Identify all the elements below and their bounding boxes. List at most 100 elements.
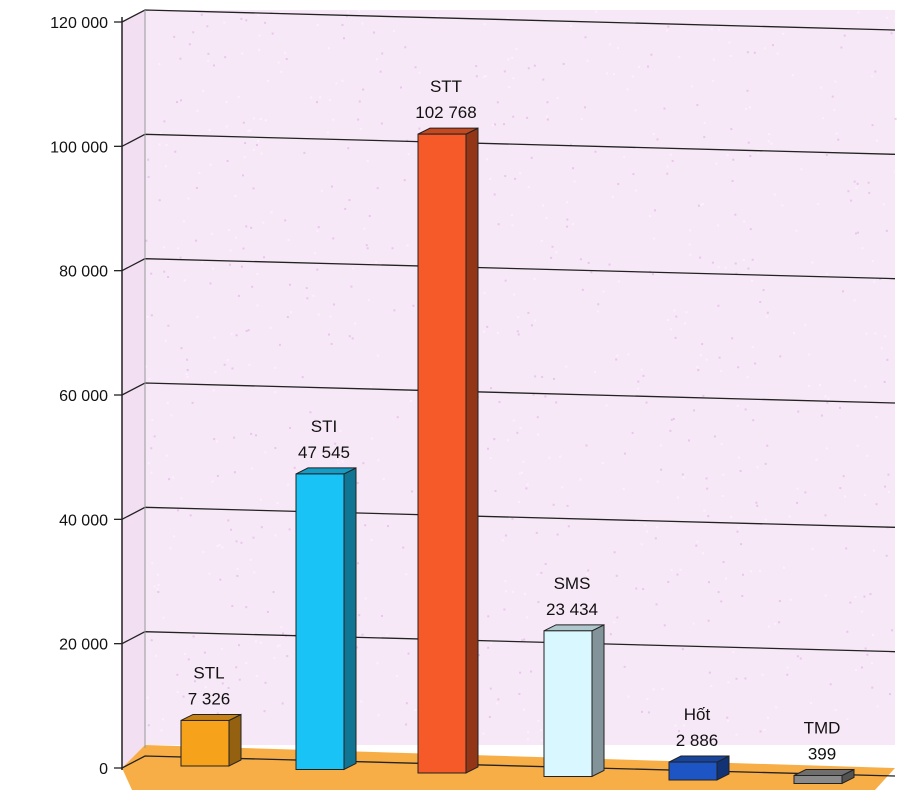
- wall-texture-dot: [231, 367, 234, 370]
- wall-texture-dot: [642, 374, 645, 377]
- wall-texture-dot: [669, 429, 672, 432]
- wall-texture-dot: [242, 121, 245, 124]
- wall-texture-dot: [786, 673, 789, 676]
- wall-texture-dot: [247, 329, 250, 332]
- wall-texture-dot: [750, 280, 753, 283]
- wall-texture-dot: [320, 189, 323, 192]
- wall-texture-dot: [837, 138, 840, 141]
- wall-texture-dot: [542, 78, 545, 81]
- wall-texture-dot: [533, 64, 536, 67]
- wall-texture-dot: [565, 365, 568, 368]
- wall-texture-dot: [726, 716, 729, 719]
- wall-texture-dot: [377, 459, 380, 462]
- wall-texture-dot: [854, 232, 857, 235]
- wall-texture-dot: [158, 63, 161, 66]
- wall-texture-dot: [493, 438, 496, 441]
- wall-texture-dot: [159, 132, 162, 135]
- wall-texture-dot: [211, 480, 214, 483]
- wall-texture-dot: [270, 211, 273, 214]
- wall-texture-dot: [822, 117, 825, 120]
- wall-texture-dot: [259, 117, 262, 120]
- wall-texture-dot: [176, 509, 179, 512]
- wall-texture-dot: [316, 23, 319, 26]
- wall-texture-dot: [508, 85, 511, 88]
- wall-texture-dot: [255, 144, 258, 147]
- wall-texture-dot: [626, 88, 629, 91]
- wall-texture-dot: [677, 496, 680, 499]
- wall-texture-dot: [511, 224, 514, 227]
- wall-texture-dot: [850, 199, 853, 202]
- wall-texture-dot: [487, 646, 490, 649]
- wall-texture-dot: [521, 639, 524, 642]
- bar-category-label: Hốt: [684, 705, 711, 724]
- wall-texture-dot: [853, 180, 856, 183]
- wall-texture-dot: [695, 544, 698, 547]
- wall-texture-dot: [252, 148, 255, 151]
- wall-texture-dot: [176, 673, 179, 676]
- wall-texture-dot: [729, 54, 732, 57]
- wall-texture-dot: [843, 34, 846, 37]
- wall-texture-dot: [757, 151, 760, 154]
- wall-texture-dot: [507, 58, 510, 61]
- wall-texture-dot: [157, 583, 160, 586]
- wall-texture-dot: [361, 633, 364, 636]
- wall-texture-dot: [854, 595, 857, 598]
- wall-texture-dot: [276, 502, 279, 505]
- wall-texture-dot: [209, 282, 212, 285]
- wall-texture-dot: [241, 52, 244, 55]
- wall-texture-dot: [155, 654, 158, 657]
- wall-texture-dot: [687, 439, 690, 442]
- wall-texture-dot: [703, 121, 706, 124]
- wall-texture-dot: [327, 47, 330, 50]
- wall-texture-dot: [699, 256, 702, 259]
- wall-texture-dot: [189, 514, 192, 517]
- wall-texture-dot: [541, 630, 544, 633]
- wall-texture-dot: [623, 156, 626, 159]
- wall-texture-dot: [494, 123, 497, 126]
- wall-texture-dot: [778, 621, 781, 624]
- wall-texture-dot: [834, 709, 837, 712]
- wall-texture-dot: [752, 419, 755, 422]
- wall-texture-dot: [546, 101, 549, 104]
- wall-texture-dot: [301, 376, 304, 379]
- wall-texture-dot: [855, 186, 858, 189]
- wall-texture-dot: [407, 390, 410, 393]
- wall-texture-dot: [688, 243, 691, 246]
- wall-texture-dot: [672, 417, 675, 420]
- wall-texture-dot: [663, 624, 666, 627]
- wall-texture-dot: [779, 355, 782, 358]
- wall-texture-dot: [606, 72, 609, 75]
- wall-texture-dot: [825, 447, 828, 450]
- wall-texture-dot: [475, 75, 478, 78]
- wall-texture-dot: [175, 101, 178, 104]
- wall-texture-dot: [147, 158, 150, 161]
- wall-texture-dot: [683, 724, 686, 727]
- wall-texture-dot: [697, 369, 700, 372]
- bar-stl: [180, 719, 230, 767]
- wall-texture-dot: [264, 119, 267, 122]
- wall-texture-dot: [350, 285, 353, 288]
- wall-texture-dot: [412, 304, 415, 307]
- wall-texture-dot: [216, 474, 219, 477]
- wall-texture-dot: [569, 143, 572, 146]
- wall-texture-dot: [362, 462, 365, 465]
- bar-stl-side: [228, 713, 242, 767]
- wall-texture-dot: [310, 96, 313, 99]
- wall-texture-dot: [527, 67, 530, 70]
- wall-texture-dot: [153, 435, 156, 438]
- wall-texture-dot: [315, 422, 318, 425]
- wall-texture-dot: [305, 287, 308, 290]
- wall-texture-dot: [647, 711, 650, 714]
- wall-texture-dot: [233, 436, 236, 439]
- wall-texture-dot: [273, 657, 276, 660]
- wall-texture-dot: [703, 509, 706, 512]
- wall-texture-dot: [536, 573, 539, 576]
- wall-texture-dot: [356, 646, 359, 649]
- wall-texture-dot: [490, 387, 493, 390]
- wall-texture-dot: [735, 272, 738, 275]
- wall-texture-dot: [781, 204, 784, 207]
- wall-texture-dot: [864, 647, 867, 650]
- wall-texture-dot: [187, 197, 190, 200]
